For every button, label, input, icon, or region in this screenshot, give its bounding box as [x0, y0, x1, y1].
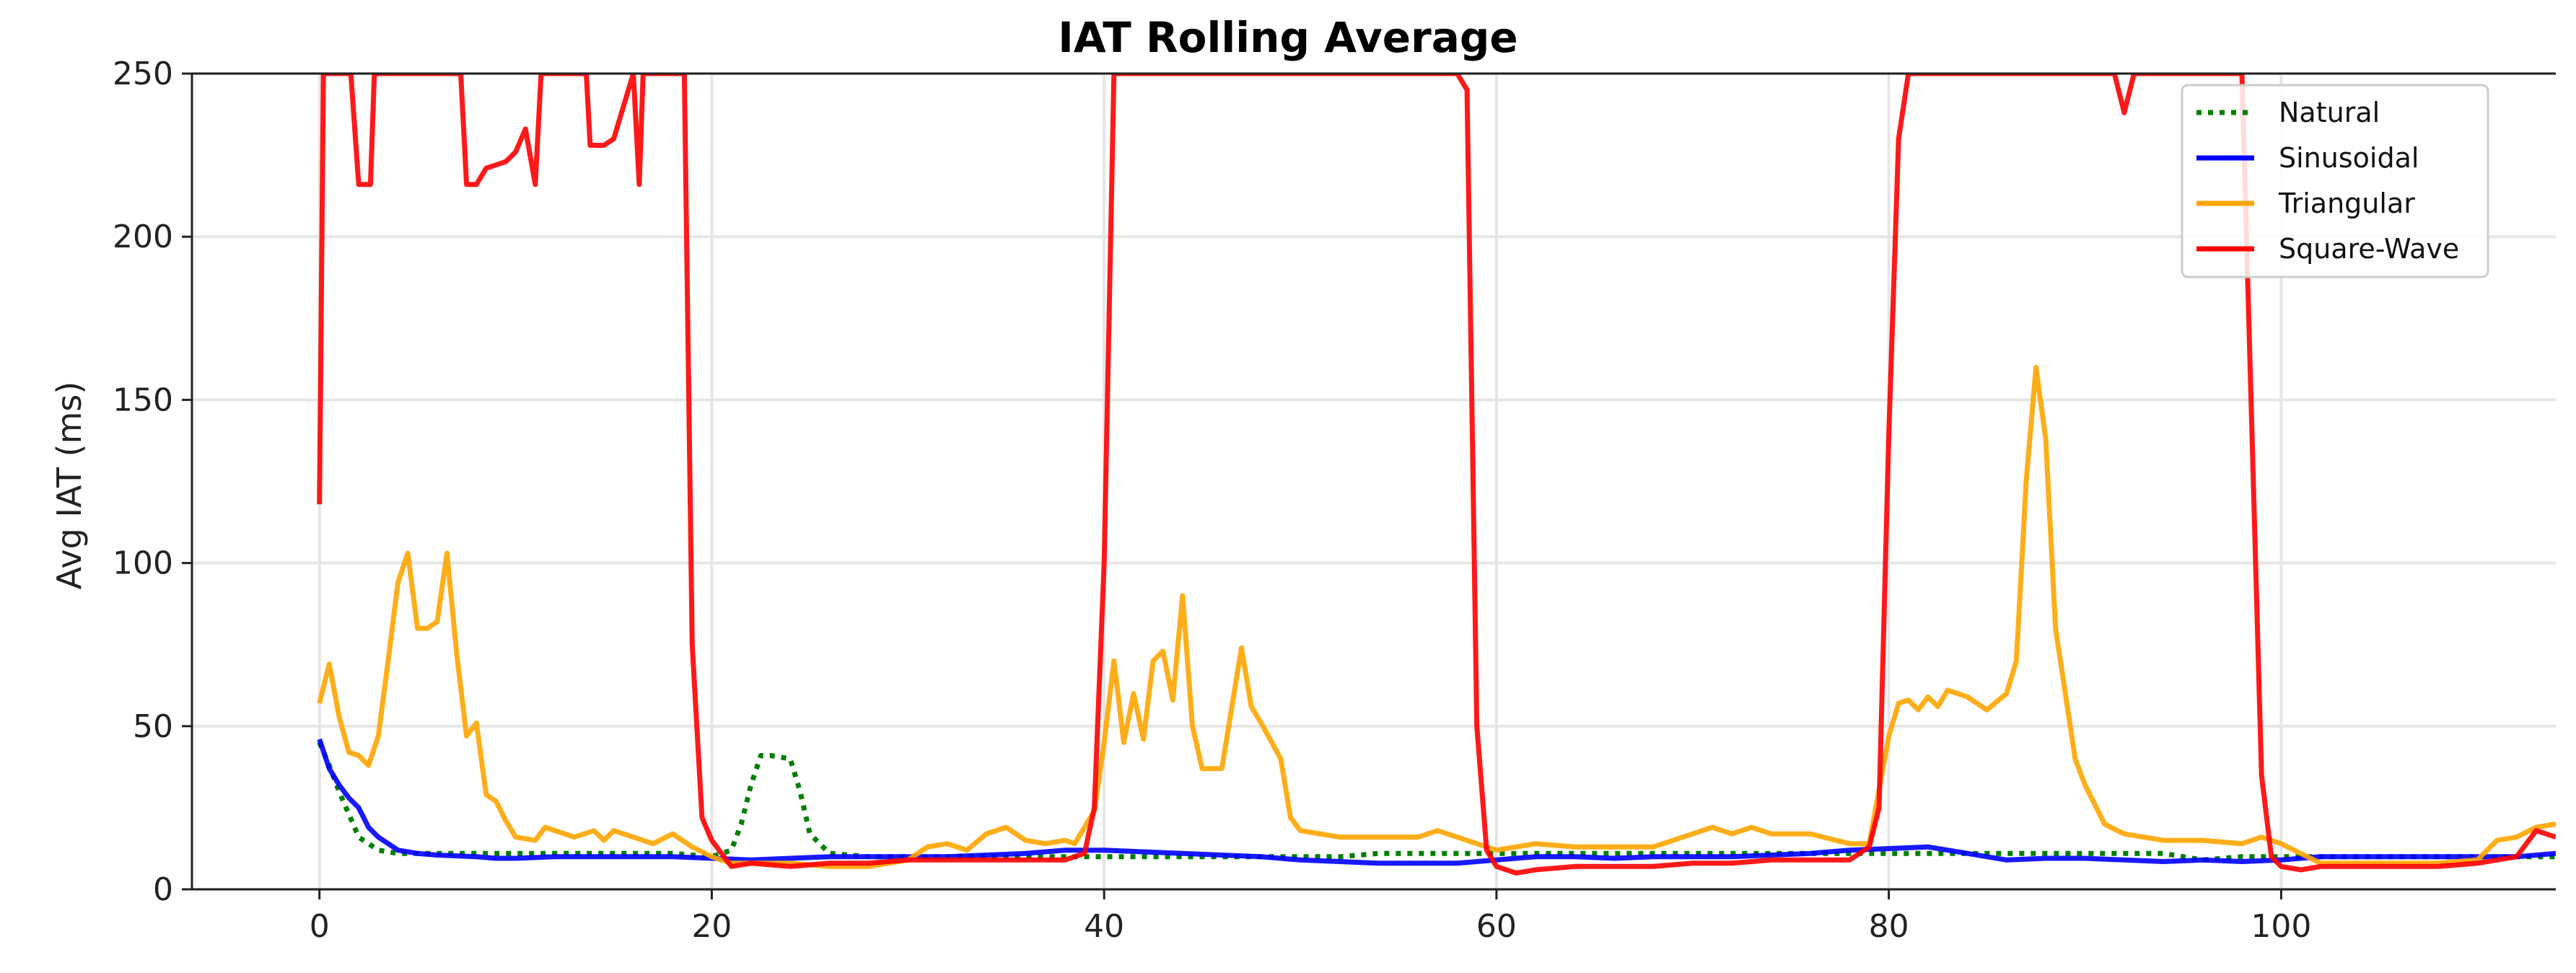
- axes: 0 50 100 150 200 250 0 20 40 60 80 100: [113, 56, 2556, 945]
- legend-label-triangular: Triangular: [2278, 188, 2415, 219]
- x-tick-label: 0: [310, 908, 330, 945]
- legend-label-natural: Natural: [2279, 97, 2380, 128]
- x-tick-label: 100: [2251, 908, 2311, 945]
- x-tick-label: 20: [691, 908, 732, 945]
- legend-label-square-wave: Square-Wave: [2279, 233, 2459, 265]
- y-axis-label: Avg IAT (ms): [50, 382, 89, 590]
- x-tick-label: 80: [1869, 908, 1909, 945]
- chart-title: IAT Rolling Average: [1058, 13, 1517, 62]
- y-tick-label: 150: [113, 382, 173, 418]
- series-line-triangular: [317, 364, 2556, 869]
- y-tick-label: 50: [133, 708, 173, 745]
- series-line-square-wave: [317, 74, 2556, 876]
- legend-box: [2181, 84, 2489, 278]
- series-lines: [317, 74, 2556, 876]
- legend-label-sinusoidal: Sinusoidal: [2279, 142, 2419, 174]
- y-tick-label: 0: [153, 871, 173, 908]
- y-tick-label: 250: [113, 56, 173, 92]
- x-tick-label: 40: [1084, 908, 1124, 945]
- y-tick-label: 200: [113, 219, 173, 255]
- series-line-natural: [317, 741, 2556, 863]
- y-tick-label: 100: [113, 545, 173, 582]
- x-tick-label: 60: [1476, 908, 1517, 945]
- series-line-sinusoidal: [317, 738, 2556, 866]
- legend: Natural Sinusoidal Triangular Square-Wave: [2181, 84, 2489, 278]
